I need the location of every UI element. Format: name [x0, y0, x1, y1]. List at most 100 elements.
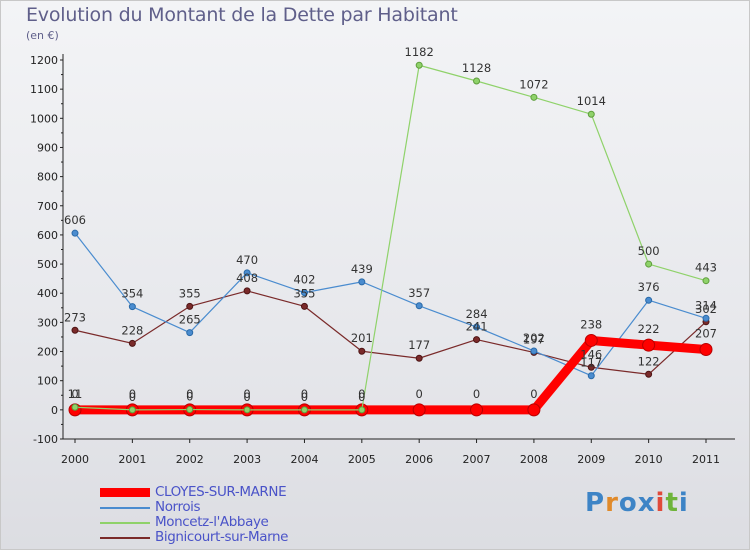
data-label-1: 470	[236, 253, 258, 267]
data-label-0: 0	[473, 387, 480, 401]
data-label-2: 1014	[577, 94, 606, 108]
data-label-0: 0	[358, 387, 365, 401]
data-point-2	[128, 406, 136, 414]
data-point-2	[300, 406, 308, 414]
legend-label-cloyes: CLOYES-SUR-MARNE	[155, 484, 287, 500]
data-point-2	[702, 277, 710, 285]
y-tick-label: 200	[37, 346, 58, 359]
legend-label-norrois: Norrois	[155, 499, 201, 515]
data-point-1	[71, 229, 79, 237]
data-label-0: 0	[243, 387, 250, 401]
logo-letter: t	[665, 488, 679, 518]
legend-label-bignicourt: Bignicourt-sur-Marne	[155, 529, 289, 545]
data-label-3: 355	[293, 286, 315, 300]
x-tick-label: 2004	[290, 453, 318, 466]
data-label-2: 0	[186, 390, 193, 404]
y-tick-label: 500	[37, 258, 58, 271]
data-label-1: 357	[408, 286, 430, 300]
data-label-2: 0	[129, 390, 136, 404]
data-point-1	[186, 329, 194, 337]
y-tick-label: 900	[37, 141, 58, 154]
data-point-3	[587, 363, 595, 371]
data-point-3	[186, 302, 194, 310]
data-point-3	[243, 287, 251, 295]
data-label-0: 0	[416, 387, 423, 401]
logo-letter: r	[605, 488, 619, 518]
data-label-1: 314	[695, 298, 717, 312]
data-label-1: 606	[64, 213, 86, 227]
data-point-3	[128, 339, 136, 347]
series-line-1	[74, 232, 707, 377]
data-label-3: 177	[408, 338, 430, 352]
y-tick-label: 1100	[30, 83, 58, 96]
data-point-2	[415, 61, 423, 69]
data-point-0	[699, 342, 713, 356]
data-label-3: 241	[466, 320, 488, 334]
data-label-1: 354	[121, 287, 143, 301]
data-label-2: 443	[695, 261, 717, 275]
data-point-1	[415, 302, 423, 310]
data-label-3: 122	[638, 354, 660, 368]
data-label-0: 0	[71, 387, 78, 401]
series-line-0	[75, 335, 707, 415]
data-point-2	[186, 406, 194, 414]
x-tick-label: 2005	[348, 453, 376, 466]
data-point-0	[470, 403, 484, 417]
chart-title: Evolution du Montant de la Dette par Hab…	[26, 4, 458, 26]
data-point-1	[702, 314, 710, 322]
logo-letter: i	[655, 488, 666, 518]
data-label-3: 201	[351, 331, 373, 345]
data-point-2	[587, 110, 595, 118]
legend-item-cloyes: CLOYES-SUR-MARNE	[100, 485, 360, 500]
data-point-1	[243, 269, 251, 277]
logo-letter: i	[678, 488, 689, 518]
data-label-1: 439	[351, 262, 373, 276]
y-tick-label: 100	[37, 375, 58, 388]
data-label-0: 0	[129, 387, 136, 401]
data-point-2	[645, 260, 653, 268]
x-tick-label: 2002	[176, 453, 204, 466]
data-point-3	[358, 347, 366, 355]
data-label-3: 273	[64, 310, 86, 324]
data-label-3: 197	[523, 332, 545, 346]
y-tick-label: 1200	[30, 54, 58, 67]
logo-letter: x	[637, 488, 656, 518]
series-line-3	[74, 290, 707, 375]
data-label-2: 500	[638, 244, 660, 258]
data-label-2: 1072	[519, 77, 548, 91]
data-label-1: 265	[179, 313, 201, 327]
data-point-1	[128, 303, 136, 311]
data-label-3: 355	[179, 286, 201, 300]
y-tick-label: 0	[51, 404, 58, 417]
proxiti-logo: Proxiti	[585, 488, 689, 518]
x-tick-label: 2009	[577, 453, 605, 466]
data-point-1	[300, 289, 308, 297]
data-label-2: 11	[68, 387, 83, 401]
data-label-0: 207	[695, 326, 717, 340]
y-tick-label: 800	[37, 171, 58, 184]
chart-unit: (en €)	[26, 29, 59, 42]
x-tick-label: 2010	[635, 453, 663, 466]
data-label-0: 238	[580, 317, 602, 331]
data-label-3: 302	[695, 302, 717, 316]
x-tick-label: 2000	[61, 453, 89, 466]
data-label-1: 402	[293, 273, 315, 287]
x-tick-label: 2008	[520, 453, 548, 466]
data-point-2	[358, 406, 366, 414]
x-tick-label: 2003	[233, 453, 261, 466]
data-point-1	[530, 347, 538, 355]
data-label-2: 0	[301, 390, 308, 404]
data-label-2: 0	[358, 390, 365, 404]
legend-swatch-cloyes	[100, 488, 150, 497]
data-point-1	[645, 296, 653, 304]
data-label-2: 1182	[405, 45, 434, 59]
data-label-1: 284	[466, 307, 488, 321]
data-label-1: 376	[638, 280, 660, 294]
y-tick-label: 400	[37, 287, 58, 300]
data-point-0	[527, 403, 541, 417]
data-label-3: 408	[236, 271, 258, 285]
data-label-3: 146	[580, 347, 602, 361]
legend-label-moncetz: Moncetz-l'Abbaye	[155, 514, 269, 530]
data-point-3	[300, 302, 308, 310]
